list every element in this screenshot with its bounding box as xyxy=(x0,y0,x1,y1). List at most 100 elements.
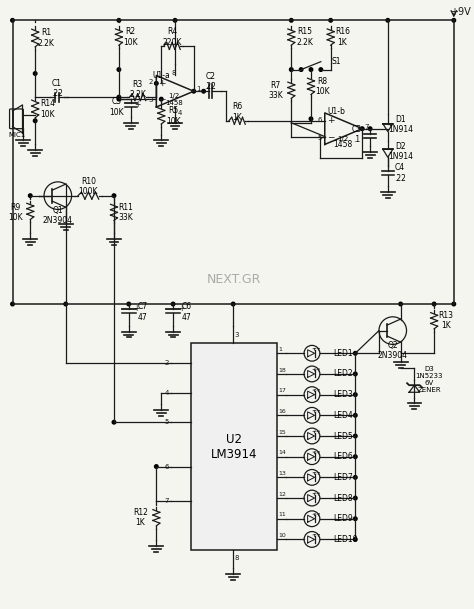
Circle shape xyxy=(112,420,116,424)
Text: D3
1N5233
6V
ZENER: D3 1N5233 6V ZENER xyxy=(415,367,443,393)
Circle shape xyxy=(192,90,196,93)
Text: LED9: LED9 xyxy=(334,514,354,523)
Circle shape xyxy=(354,476,357,479)
Circle shape xyxy=(300,68,303,71)
Circle shape xyxy=(28,194,32,197)
Circle shape xyxy=(117,96,121,99)
Text: MIC1: MIC1 xyxy=(9,132,26,138)
Text: 16: 16 xyxy=(278,409,286,414)
Circle shape xyxy=(360,127,364,130)
Text: 5: 5 xyxy=(165,419,169,425)
Text: LED7: LED7 xyxy=(334,473,354,482)
Text: C2
.22: C2 .22 xyxy=(205,72,217,91)
Text: C1
.22: C1 .22 xyxy=(51,79,63,98)
Circle shape xyxy=(159,97,163,101)
Circle shape xyxy=(155,465,158,468)
Text: D2
1N914: D2 1N914 xyxy=(388,142,413,161)
Text: 8: 8 xyxy=(172,69,176,76)
Text: 10: 10 xyxy=(278,533,286,538)
Circle shape xyxy=(231,302,235,306)
Text: 1458: 1458 xyxy=(333,140,352,149)
Text: R9
10K: R9 10K xyxy=(8,203,23,222)
Circle shape xyxy=(11,18,14,22)
Text: 1/2
1458: 1/2 1458 xyxy=(165,93,183,105)
Circle shape xyxy=(399,302,402,306)
Text: 3: 3 xyxy=(235,331,239,337)
Text: R12
1K: R12 1K xyxy=(133,508,148,527)
Text: R8
10K: R8 10K xyxy=(316,77,330,96)
Text: 1: 1 xyxy=(197,86,201,93)
Circle shape xyxy=(354,455,357,459)
Text: LED5: LED5 xyxy=(334,432,354,440)
Text: LED8: LED8 xyxy=(334,493,353,502)
Text: U2
LM3914: U2 LM3914 xyxy=(210,433,257,461)
Circle shape xyxy=(452,18,456,22)
Text: R5
10K: R5 10K xyxy=(166,106,181,125)
Text: LED10: LED10 xyxy=(334,535,358,544)
Text: 14: 14 xyxy=(278,450,286,456)
Circle shape xyxy=(64,302,67,306)
Text: 13: 13 xyxy=(278,471,286,476)
Text: C3
.1: C3 .1 xyxy=(351,125,361,144)
Text: R4
220K: R4 220K xyxy=(163,27,182,47)
Text: 2: 2 xyxy=(149,79,154,85)
Text: R16
1K: R16 1K xyxy=(335,27,350,47)
Text: 17: 17 xyxy=(278,388,286,393)
Text: R2
10K: R2 10K xyxy=(123,27,138,47)
Text: R1
2.2K: R1 2.2K xyxy=(37,29,55,48)
Text: R14
10K: R14 10K xyxy=(40,99,55,119)
Text: C5
10K: C5 10K xyxy=(109,97,124,117)
Text: R15
2.2K: R15 2.2K xyxy=(297,27,313,47)
Circle shape xyxy=(11,302,14,306)
Circle shape xyxy=(329,18,332,22)
Circle shape xyxy=(127,302,130,306)
Circle shape xyxy=(368,127,372,130)
Circle shape xyxy=(155,82,158,85)
Text: +: + xyxy=(134,304,140,314)
Text: U1-b: U1-b xyxy=(328,107,346,116)
Text: 11: 11 xyxy=(278,512,286,517)
Circle shape xyxy=(290,68,293,71)
Text: Q1
2N3904: Q1 2N3904 xyxy=(43,206,73,225)
Text: Q2
2N3904: Q2 2N3904 xyxy=(378,340,408,360)
Text: 12: 12 xyxy=(278,491,286,496)
Circle shape xyxy=(112,194,116,197)
Text: 6: 6 xyxy=(317,117,322,123)
Text: LED1: LED1 xyxy=(334,349,353,357)
Text: LED3: LED3 xyxy=(334,390,354,399)
Bar xyxy=(191,343,276,551)
Text: 4: 4 xyxy=(165,390,169,396)
Text: C6
47: C6 47 xyxy=(182,302,192,322)
Text: C7
47: C7 47 xyxy=(137,302,147,322)
Text: −: − xyxy=(158,94,166,104)
Text: 3: 3 xyxy=(149,97,154,103)
Circle shape xyxy=(309,117,313,121)
Text: LED4: LED4 xyxy=(334,411,354,420)
Text: +: + xyxy=(178,304,184,314)
Circle shape xyxy=(33,119,37,122)
Text: 15: 15 xyxy=(278,429,286,435)
Text: LED6: LED6 xyxy=(334,452,354,461)
Text: D1
1N914: D1 1N914 xyxy=(388,115,413,135)
Circle shape xyxy=(290,18,293,22)
Circle shape xyxy=(117,97,121,101)
Circle shape xyxy=(354,517,357,521)
Circle shape xyxy=(354,434,357,438)
Text: +: + xyxy=(327,116,335,125)
Text: 7: 7 xyxy=(164,498,169,504)
Circle shape xyxy=(354,538,357,541)
Circle shape xyxy=(452,302,456,306)
Circle shape xyxy=(354,496,357,500)
Circle shape xyxy=(319,68,323,71)
Circle shape xyxy=(354,372,357,376)
Text: LED2: LED2 xyxy=(334,370,353,378)
Text: 18: 18 xyxy=(278,367,286,373)
Text: 1/2: 1/2 xyxy=(337,136,348,141)
Text: 6: 6 xyxy=(164,463,169,470)
Circle shape xyxy=(33,72,37,76)
Circle shape xyxy=(117,18,121,22)
Text: R3
2.2K: R3 2.2K xyxy=(129,80,146,99)
Text: +: + xyxy=(158,79,166,88)
Circle shape xyxy=(354,351,357,355)
Text: 2: 2 xyxy=(165,360,169,366)
